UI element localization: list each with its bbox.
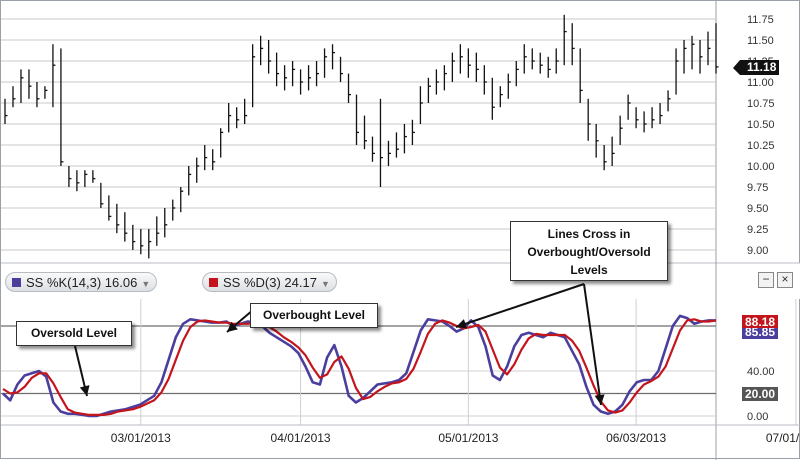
price-tick-label: 9.25 [747, 224, 768, 236]
legend-k-label: SS %K(14,3) [26, 275, 102, 290]
legend-d-value: 24.17 [284, 275, 317, 290]
price-tick-label: 9.00 [747, 245, 768, 257]
lines-cross-line-2: Overbought/Oversold [527, 245, 651, 259]
price-tick-label: 11.50 [747, 35, 774, 47]
cross-arrow-oversold-shaft [583, 283, 602, 406]
price-tick-label: 9.50 [747, 203, 768, 215]
overbought-callout: Overbought Level [250, 303, 378, 328]
osc-tick-label: 0.00 [747, 411, 768, 423]
date-tick-label: 03/01/2013 [111, 431, 171, 445]
price-tick-label: 11.75 [747, 14, 774, 26]
d-last-tag: 88.18 [742, 315, 779, 329]
cross-arrow-overbought-head [456, 319, 468, 329]
k-last-tag: 85.85 [742, 328, 779, 339]
osc-tick-label: 40.00 [747, 366, 775, 378]
oversold-arrow-head [79, 385, 90, 396]
legend-k-value: 16.06 [104, 275, 138, 290]
legend-k-swatch [12, 278, 21, 287]
legend-d-swatch [209, 278, 218, 287]
chevron-down-icon[interactable]: ▼ [320, 279, 330, 289]
chevron-down-icon[interactable]: ▼ [141, 279, 151, 289]
lines-cross-callout: Lines Cross in Overbought/Oversold Level… [510, 221, 668, 281]
oversold-callout: Oversold Level [16, 321, 132, 346]
overbought-arrow-head [227, 321, 238, 332]
close-button[interactable]: × [777, 272, 793, 288]
date-tick-label: 04/01/2013 [271, 431, 331, 445]
series-d-line [2, 318, 717, 416]
level-20-tag: 20.00 [742, 387, 779, 401]
date-tick-label: 07/01/2013 [766, 431, 800, 445]
minimize-button[interactable]: − [758, 272, 774, 288]
price-tick-label: 10.75 [747, 98, 775, 110]
lines-cross-line-1: Lines Cross in [547, 227, 631, 241]
price-last-tag: 11.18 [740, 60, 780, 75]
cross-arrow-oversold-head [594, 394, 605, 405]
legend-d[interactable]: SS %D(3) 24.17 ▼ [202, 272, 337, 292]
price-tick-label: 10.00 [747, 161, 775, 173]
cross-arrow-overbought-shaft [455, 283, 585, 328]
price-tag-pointer [733, 60, 740, 75]
lines-cross-line-3: Levels [570, 263, 608, 277]
price-tick-label: 10.25 [747, 140, 775, 152]
price-tick-label: 10.50 [747, 119, 775, 131]
date-tick-label: 05/01/2013 [438, 431, 498, 445]
date-tick-label: 06/03/2013 [606, 431, 666, 445]
legend-k[interactable]: SS %K(14,3) 16.06 ▼ [5, 272, 158, 292]
price-tick-label: 11.00 [747, 77, 774, 89]
price-tick-label: 9.75 [747, 182, 768, 194]
legend-d-label: SS %D(3) [223, 275, 281, 290]
